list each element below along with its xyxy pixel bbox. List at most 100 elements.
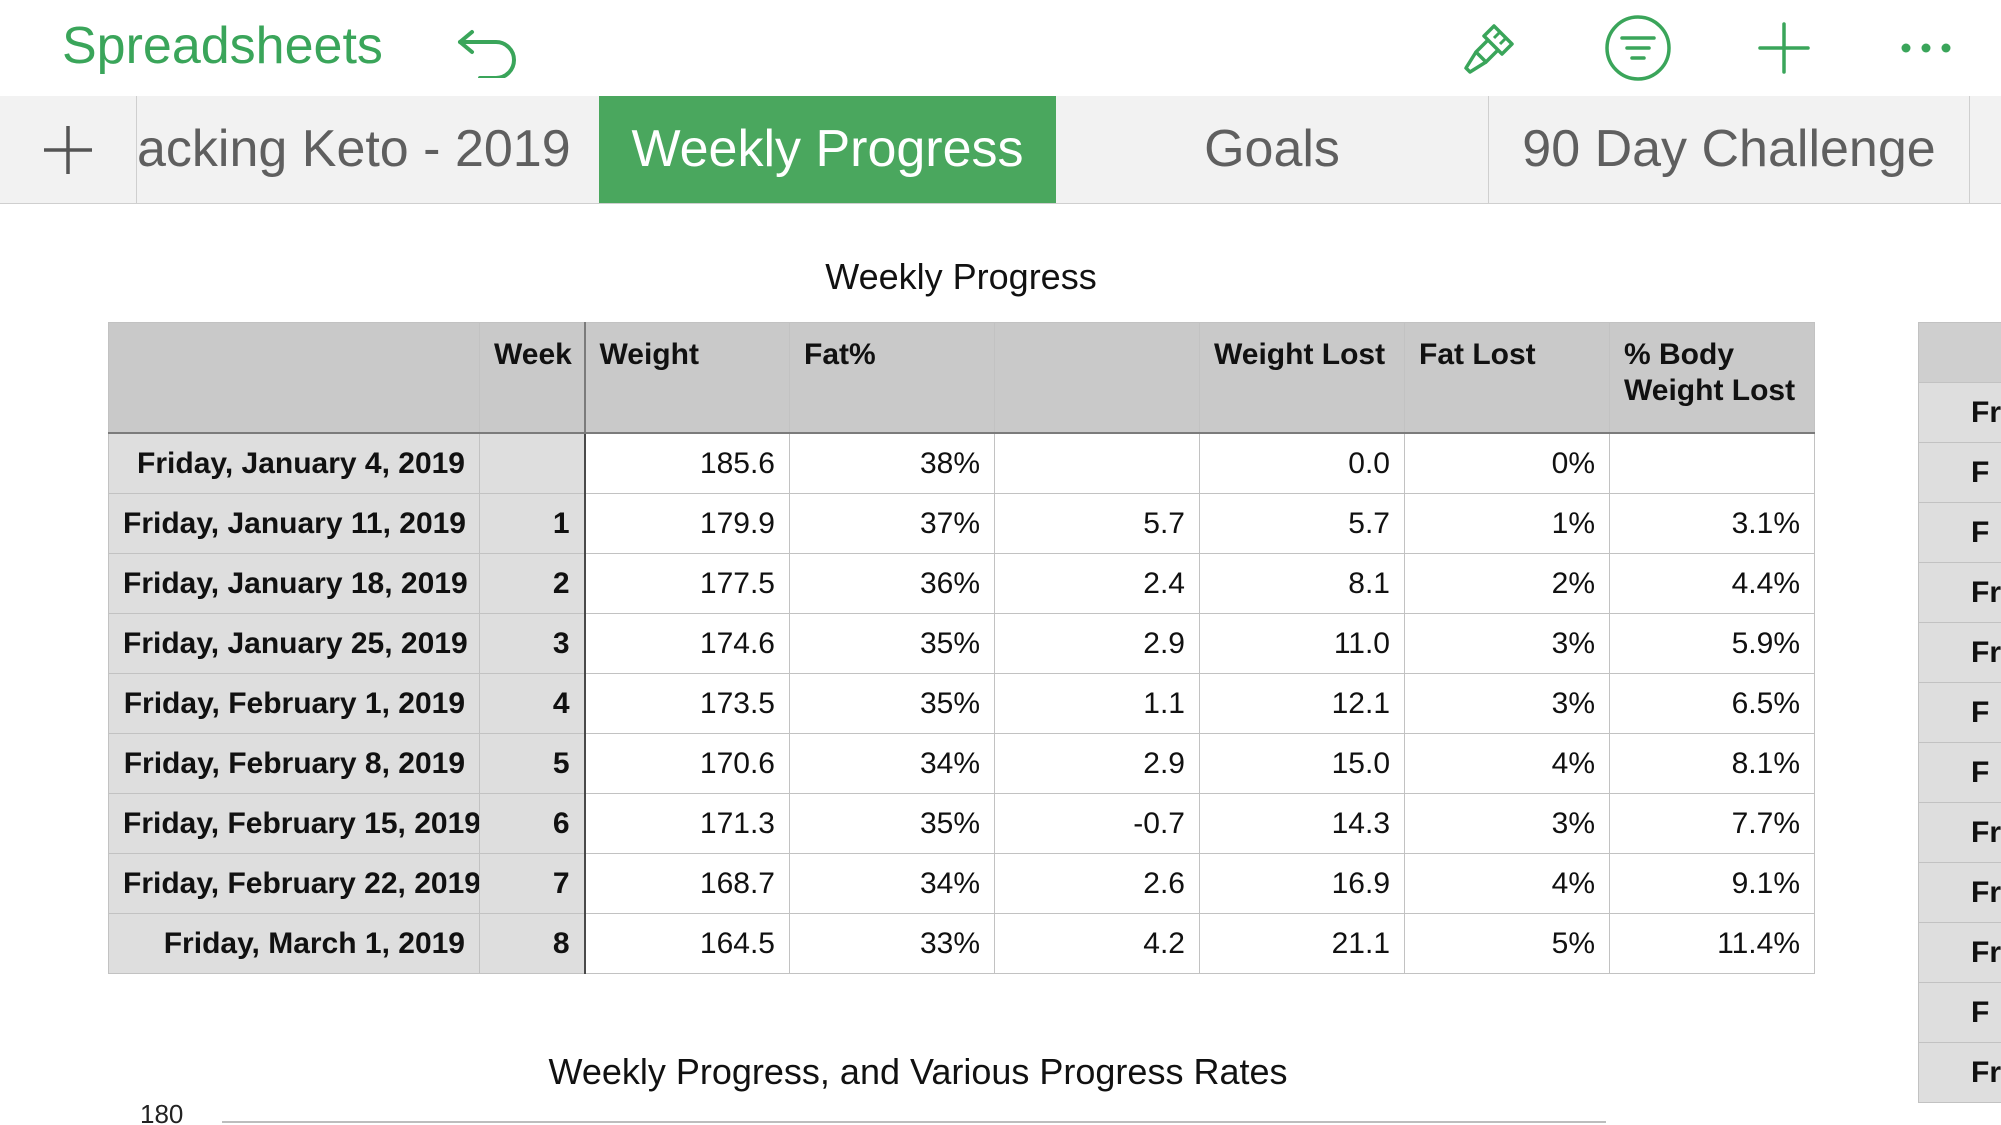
- weight-cell[interactable]: 164.5: [584, 913, 790, 974]
- header-week[interactable]: Week: [479, 322, 586, 434]
- fat-percent-cell[interactable]: 34%: [789, 733, 995, 794]
- weight-cell[interactable]: 168.7: [584, 853, 790, 914]
- filter-icon[interactable]: [1604, 14, 1672, 82]
- adjacent-row-cell[interactable]: Fri: [1918, 863, 2001, 923]
- adjacent-row-cell[interactable]: F: [1918, 683, 2001, 743]
- adjacent-row-cell[interactable]: F: [1918, 503, 2001, 563]
- weight-lost-cell[interactable]: 8.1: [1199, 553, 1405, 614]
- header-fat-percent[interactable]: Fat%: [789, 322, 995, 434]
- weight-cell[interactable]: 174.6: [584, 613, 790, 674]
- fat-lost-cell[interactable]: 5%: [1404, 913, 1610, 974]
- header-cell[interactable]: [994, 322, 1200, 434]
- fat-lost-cell[interactable]: 0%: [1404, 432, 1610, 494]
- fat-percent-cell[interactable]: 33%: [789, 913, 995, 974]
- adjacent-row-cell[interactable]: Fri: [1918, 1043, 2001, 1103]
- date-cell[interactable]: Friday, February 15, 2019: [108, 793, 480, 854]
- adjacent-row-cell[interactable]: F: [1918, 743, 2001, 803]
- change-cell[interactable]: -0.7: [994, 793, 1200, 854]
- date-cell[interactable]: Friday, February 1, 2019: [108, 673, 480, 734]
- weight-lost-cell[interactable]: 11.0: [1199, 613, 1405, 674]
- add-sheet-button[interactable]: [0, 96, 137, 203]
- adjacent-row-cell[interactable]: F: [1918, 443, 2001, 503]
- fat-lost-cell[interactable]: 4%: [1404, 733, 1610, 794]
- change-cell[interactable]: 4.2: [994, 913, 1200, 974]
- percent-body-weight-lost-cell[interactable]: 6.5%: [1609, 673, 1815, 734]
- weight-lost-cell[interactable]: 21.1: [1199, 913, 1405, 974]
- fat-percent-cell[interactable]: 34%: [789, 853, 995, 914]
- adjacent-table-header[interactable]: [1918, 322, 2001, 383]
- percent-body-weight-lost-cell[interactable]: [1609, 432, 1815, 494]
- header-percent-body-weight-lost[interactable]: % Body Weight Lost: [1609, 322, 1815, 434]
- progress-chart[interactable]: 180: [0, 1098, 1700, 1125]
- date-cell[interactable]: Friday, February 8, 2019: [108, 733, 480, 794]
- undo-icon[interactable]: [456, 18, 522, 78]
- week-cell[interactable]: 5: [479, 733, 586, 794]
- more-icon[interactable]: [1894, 16, 1958, 80]
- weight-cell[interactable]: 171.3: [584, 793, 790, 854]
- weight-cell[interactable]: 185.6: [584, 432, 790, 494]
- paintbrush-icon[interactable]: [1458, 16, 1522, 80]
- fat-lost-cell[interactable]: 3%: [1404, 673, 1610, 734]
- date-cell[interactable]: Friday, January 11, 2019: [108, 493, 480, 554]
- weight-cell[interactable]: 179.9: [584, 493, 790, 554]
- weight-lost-cell[interactable]: 5.7: [1199, 493, 1405, 554]
- percent-body-weight-lost-cell[interactable]: 4.4%: [1609, 553, 1815, 614]
- date-cell[interactable]: Friday, January 18, 2019: [108, 553, 480, 614]
- percent-body-weight-lost-cell[interactable]: 11.4%: [1609, 913, 1815, 974]
- week-cell[interactable]: 4: [479, 673, 586, 734]
- fat-lost-cell[interactable]: 1%: [1404, 493, 1610, 554]
- tab-tracking-keto-2019[interactable]: acking Keto - 2019: [137, 96, 600, 203]
- week-cell[interactable]: 7: [479, 853, 586, 914]
- change-cell[interactable]: 1.1: [994, 673, 1200, 734]
- header-cell[interactable]: [108, 322, 480, 434]
- fat-percent-cell[interactable]: 36%: [789, 553, 995, 614]
- fat-lost-cell[interactable]: 3%: [1404, 793, 1610, 854]
- weight-lost-cell[interactable]: 12.1: [1199, 673, 1405, 734]
- date-cell[interactable]: Friday, March 1, 2019: [108, 913, 480, 974]
- date-cell[interactable]: Friday, January 25, 2019: [108, 613, 480, 674]
- fat-percent-cell[interactable]: 38%: [789, 432, 995, 494]
- weight-lost-cell[interactable]: 15.0: [1199, 733, 1405, 794]
- week-cell[interactable]: 2: [479, 553, 586, 614]
- plus-icon[interactable]: [1752, 16, 1816, 80]
- fat-percent-cell[interactable]: 37%: [789, 493, 995, 554]
- fat-percent-cell[interactable]: 35%: [789, 793, 995, 854]
- percent-body-weight-lost-cell[interactable]: 3.1%: [1609, 493, 1815, 554]
- fat-lost-cell[interactable]: 3%: [1404, 613, 1610, 674]
- tab-weekly-progress[interactable]: Weekly Progress: [599, 96, 1056, 203]
- week-cell[interactable]: 6: [479, 793, 586, 854]
- percent-body-weight-lost-cell[interactable]: 5.9%: [1609, 613, 1815, 674]
- percent-body-weight-lost-cell[interactable]: 8.1%: [1609, 733, 1815, 794]
- percent-body-weight-lost-cell[interactable]: 9.1%: [1609, 853, 1815, 914]
- change-cell[interactable]: 2.6: [994, 853, 1200, 914]
- week-cell[interactable]: 3: [479, 613, 586, 674]
- tab-goals[interactable]: Goals: [1056, 96, 1489, 203]
- fat-lost-cell[interactable]: 4%: [1404, 853, 1610, 914]
- adjacent-row-cell[interactable]: F: [1918, 983, 2001, 1043]
- adjacent-row-cell[interactable]: Fri: [1918, 383, 2001, 443]
- adjacent-row-cell[interactable]: Fri: [1918, 563, 2001, 623]
- week-cell[interactable]: 1: [479, 493, 586, 554]
- header-fat-lost[interactable]: Fat Lost: [1404, 322, 1610, 434]
- spreadsheets-back-link[interactable]: Spreadsheets: [62, 17, 383, 75]
- header-weight[interactable]: Weight: [584, 322, 790, 434]
- adjacent-row-cell[interactable]: Fri: [1918, 623, 2001, 683]
- fat-percent-cell[interactable]: 35%: [789, 673, 995, 734]
- adjacent-row-cell[interactable]: Fri: [1918, 803, 2001, 863]
- change-cell[interactable]: 5.7: [994, 493, 1200, 554]
- weight-cell[interactable]: 170.6: [584, 733, 790, 794]
- week-cell[interactable]: 8: [479, 913, 586, 974]
- change-cell[interactable]: 2.4: [994, 553, 1200, 614]
- fat-percent-cell[interactable]: 35%: [789, 613, 995, 674]
- date-cell[interactable]: Friday, January 4, 2019: [108, 432, 480, 494]
- weight-cell[interactable]: 177.5: [584, 553, 790, 614]
- date-cell[interactable]: Friday, February 22, 2019: [108, 853, 480, 914]
- adjacent-row-cell[interactable]: Fri: [1918, 923, 2001, 983]
- change-cell[interactable]: [994, 432, 1200, 494]
- header-weight-lost[interactable]: Weight Lost: [1199, 322, 1405, 434]
- change-cell[interactable]: 2.9: [994, 733, 1200, 794]
- weight-lost-cell[interactable]: 0.0: [1199, 432, 1405, 494]
- weight-lost-cell[interactable]: 16.9: [1199, 853, 1405, 914]
- weight-cell[interactable]: 173.5: [584, 673, 790, 734]
- fat-lost-cell[interactable]: 2%: [1404, 553, 1610, 614]
